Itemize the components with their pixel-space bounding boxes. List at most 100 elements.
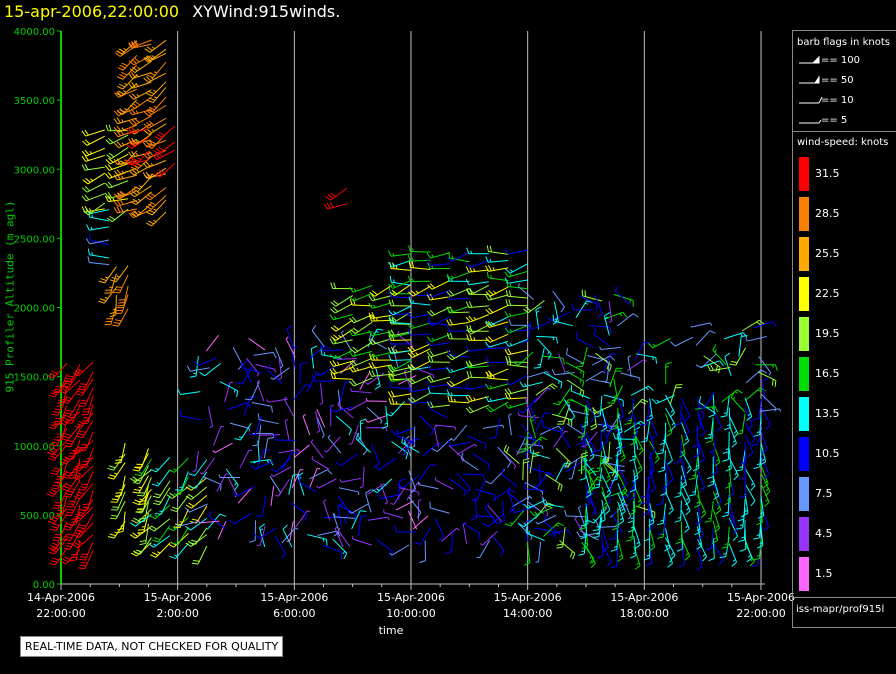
- barb-shaft: [391, 267, 412, 271]
- barb-shaft: [89, 254, 110, 259]
- barb-shaft: [338, 487, 359, 493]
- barb-half-flag: [123, 90, 127, 93]
- barb-half-flag: [199, 472, 204, 475]
- barb-flag: [335, 461, 342, 467]
- barb-flag: [149, 554, 157, 558]
- barb-shaft: [479, 540, 491, 558]
- wind-barb: [696, 468, 705, 493]
- barb-half-flag: [104, 296, 109, 299]
- barb-flag: [634, 544, 641, 550]
- barb-shaft: [110, 134, 129, 145]
- barb-flag: [351, 316, 357, 322]
- wind-barb: [284, 418, 290, 441]
- barb-flag: [529, 414, 536, 420]
- wind-barb: [63, 531, 81, 550]
- barb-flag: [319, 344, 324, 351]
- barb-half-flag: [337, 527, 341, 531]
- barb-flag: [330, 326, 337, 332]
- barb-flag: [596, 555, 604, 559]
- barb-flag: [371, 370, 376, 377]
- barb-flag: [125, 159, 130, 166]
- barb-flag: [552, 402, 560, 406]
- barb-half-flag: [233, 389, 236, 393]
- barb-shaft: [89, 261, 110, 266]
- barb-shaft: [253, 351, 274, 356]
- barb-shaft: [340, 453, 358, 467]
- barb-shaft: [696, 546, 703, 567]
- barb-flag: [158, 131, 165, 136]
- barb-flag: [523, 503, 529, 509]
- barb-half-flag: [91, 252, 93, 256]
- wind-barb: [504, 270, 528, 278]
- wind-barb: [113, 117, 137, 125]
- wind-barb: [651, 394, 675, 405]
- barb-half-flag: [136, 128, 140, 132]
- wind-barb: [407, 386, 431, 393]
- barb-shaft: [696, 448, 700, 469]
- wind-barb: [348, 365, 373, 373]
- barb-half-flag: [604, 316, 609, 320]
- barb-half-flag: [357, 437, 361, 441]
- wind-barb: [251, 402, 273, 413]
- wind-barb: [466, 284, 490, 296]
- barb-flag: [79, 524, 87, 527]
- barb-shaft: [89, 216, 110, 222]
- barb-flag: [739, 461, 747, 465]
- barb-flag: [759, 319, 765, 325]
- barb-flag: [581, 434, 584, 441]
- x-tick-date: 15-Apr-2006: [494, 591, 562, 604]
- barb-shaft: [111, 147, 129, 159]
- barb-flag: [348, 350, 354, 357]
- wind-barb: [270, 367, 290, 380]
- wind-barb: [427, 279, 451, 290]
- barb-shaft: [680, 544, 686, 565]
- barb-shaft: [117, 208, 137, 214]
- barb-flag: [751, 443, 759, 446]
- wind-barb: [365, 397, 388, 402]
- barb-half-flag: [359, 486, 364, 489]
- barb-flag: [581, 390, 585, 398]
- barb-flag: [50, 560, 58, 563]
- barb-flag: [485, 321, 490, 328]
- barb-flag: [111, 498, 119, 501]
- barb-shaft: [79, 522, 94, 538]
- barb-flag: [156, 133, 163, 138]
- barb-half-flag: [411, 278, 414, 282]
- barb-shaft: [524, 431, 529, 452]
- barb-flag: [535, 306, 542, 311]
- barb-shaft: [155, 542, 171, 558]
- wind-barb: [426, 381, 450, 388]
- barb-shaft: [758, 356, 772, 373]
- barb-flag: [503, 444, 507, 451]
- wind-barb: [705, 420, 714, 444]
- barb-shaft: [391, 386, 412, 390]
- axes: 0.00500.001000.001500.002000.002500.0030…: [14, 27, 795, 637]
- barb-flag: [234, 438, 241, 441]
- x-tick-time: 22:00:00: [36, 607, 85, 620]
- barb-half-flag: [389, 552, 393, 556]
- barb-flag: [145, 222, 152, 227]
- barb-flag: [128, 162, 136, 167]
- wind-barb: [66, 440, 81, 460]
- wind-barb: [485, 469, 506, 485]
- barb-shaft: [369, 338, 388, 350]
- barb-flag: [599, 519, 606, 524]
- barb-half-flag: [733, 430, 737, 434]
- barb-shaft: [353, 284, 373, 293]
- barb-shaft: [582, 295, 603, 302]
- barb-flag: [185, 486, 192, 491]
- barb-shaft: [518, 286, 534, 300]
- wind-barb: [485, 286, 509, 297]
- barb-half-flag: [517, 283, 521, 287]
- wind-barb: [256, 449, 271, 469]
- barb-half-flag: [138, 185, 143, 188]
- barb-shaft: [337, 530, 351, 548]
- wind-barb: [193, 357, 217, 367]
- barb-flag: [547, 353, 552, 360]
- barb-flag: [132, 139, 138, 145]
- barb-flag: [65, 536, 72, 539]
- wind-barb: [433, 425, 440, 448]
- barb-shaft: [254, 415, 263, 435]
- barb-flag: [555, 337, 559, 344]
- barb-flag: [618, 415, 625, 421]
